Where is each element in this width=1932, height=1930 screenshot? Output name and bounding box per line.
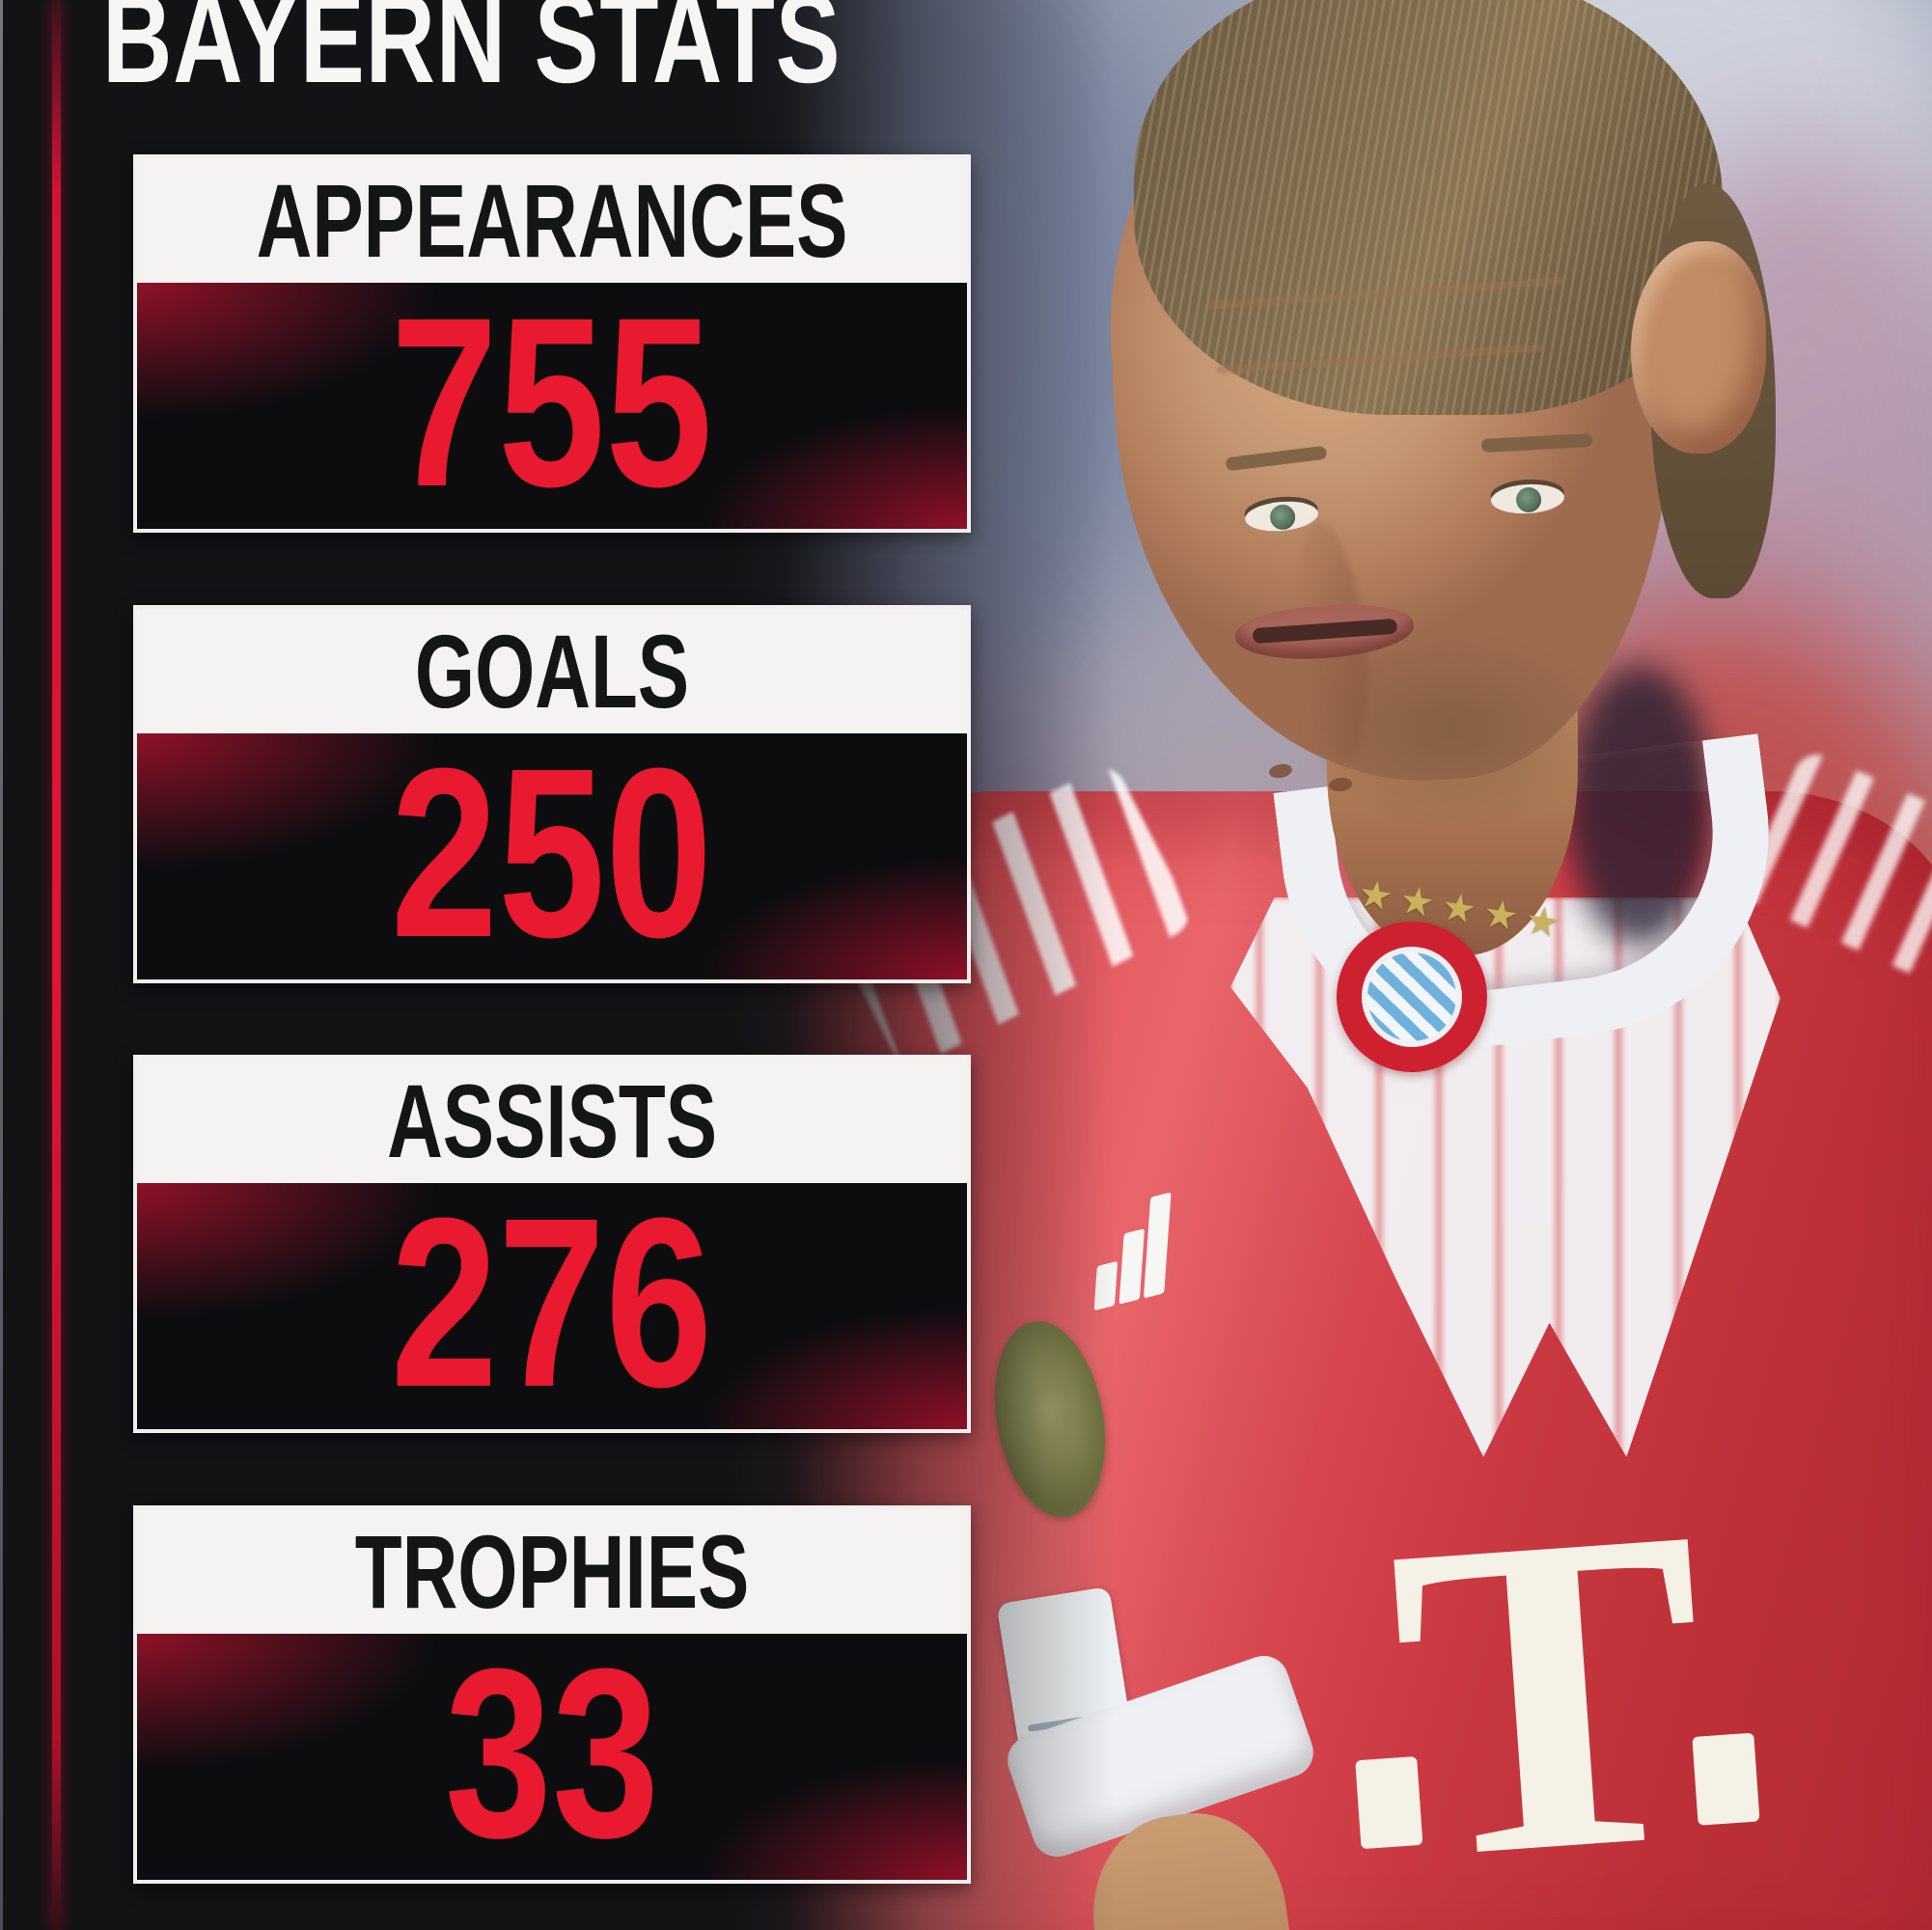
- stat-value: 755: [391, 283, 713, 529]
- telekom-t-logo-icon: T: [1314, 1432, 1794, 1930]
- stat-label: GOALS: [414, 612, 690, 730]
- stat-label-bar: TROPHIES: [137, 1509, 967, 1634]
- neck-shadow: [1568, 666, 1713, 946]
- left-edge-highlight: [0, 0, 3, 1930]
- stat-card-trophies: TROPHIES 33: [133, 1505, 971, 1884]
- stat-label: TROPHIES: [354, 1512, 750, 1630]
- star-icon: ★: [1480, 892, 1522, 940]
- stat-value: 250: [391, 733, 713, 979]
- telekom-t-letter: T: [1379, 1431, 1723, 1930]
- stat-label-bar: GOALS: [137, 609, 967, 733]
- stat-value-panel: 250: [137, 733, 967, 979]
- mouth-opening: [1252, 618, 1398, 645]
- stat-value-panel: 276: [137, 1183, 967, 1429]
- telekom-logo-dot: [1355, 1755, 1423, 1850]
- player-iris: [1515, 486, 1542, 513]
- star-icon: ★: [1438, 885, 1480, 933]
- player-ear: [1631, 241, 1766, 454]
- page-title: BAYERN STATS: [102, 0, 842, 109]
- stat-label-bar: ASSISTS: [137, 1059, 967, 1183]
- stat-label-bar: APPEARANCES: [137, 158, 967, 283]
- stat-card-assists: ASSISTS 276: [133, 1055, 971, 1433]
- star-icon: ★: [1355, 871, 1396, 920]
- telekom-logo-dot: [1692, 1732, 1760, 1826]
- star-icon: ★: [1522, 897, 1563, 947]
- stat-label: APPEARANCES: [256, 161, 848, 279]
- player-hair: [1134, 0, 1723, 415]
- stat-value-panel: 755: [137, 283, 967, 529]
- player-iris: [1268, 503, 1297, 531]
- stat-label: ASSISTS: [387, 1062, 717, 1179]
- stat-value: 33: [444, 1634, 660, 1880]
- red-accent-line: [52, 0, 61, 1930]
- stat-card-goals: GOALS 250: [133, 605, 971, 983]
- stat-value: 276: [391, 1183, 713, 1429]
- stat-card-appearances: APPEARANCES 755: [133, 154, 971, 533]
- star-icon: ★: [1396, 878, 1438, 926]
- stat-value-panel: 33: [137, 1634, 967, 1880]
